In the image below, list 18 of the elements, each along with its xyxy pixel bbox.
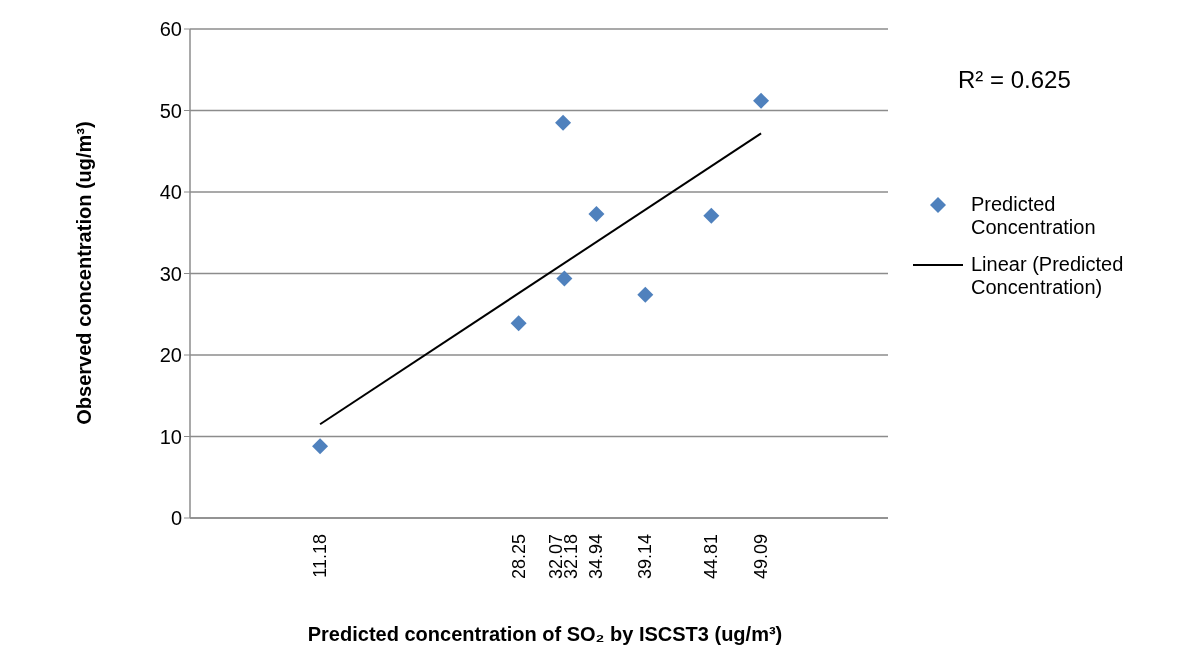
x-tick-label: 39.14 [635, 534, 656, 580]
y-axis-title: Observed concentration (ug/m³) [72, 121, 96, 425]
x-tick-label: 11.18 [310, 534, 331, 578]
y-tick-label: 0 [170, 507, 182, 530]
x-tick-label: 28.25 [508, 534, 529, 580]
y-tick-label: 10 [159, 425, 182, 448]
x-tick-label: 34.94 [586, 534, 607, 580]
y-tick-label: 30 [159, 262, 182, 285]
legend-label: Predicted Concentration [971, 193, 1097, 239]
y-tick-label: 40 [159, 181, 182, 204]
y-tick-label: 20 [159, 344, 182, 367]
legend-label: Linear (Predicted Concentration) [971, 253, 1125, 299]
text: R² = 0.625 [958, 66, 1071, 94]
y-tick-label: 50 [159, 99, 182, 122]
x-tick-label: 44.81 [701, 534, 722, 580]
x-tick-label: 49.09 [751, 534, 772, 580]
y-tick-label: 60 [159, 18, 182, 41]
x-axis-title: Predicted concentration of SO₂ by ISCST3 (ug/m³) [307, 622, 783, 646]
